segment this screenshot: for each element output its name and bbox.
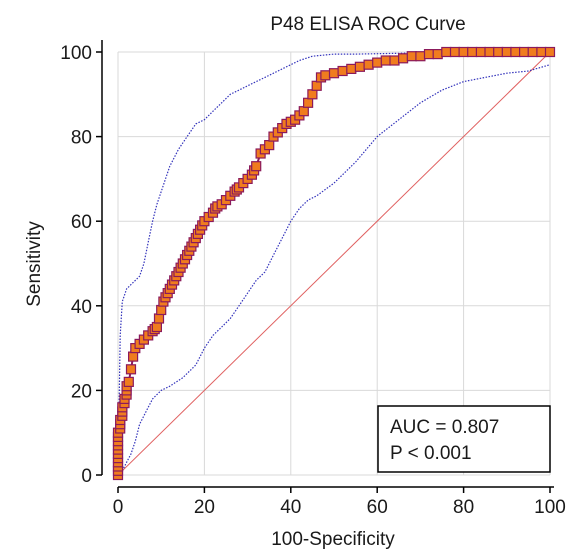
roc-point xyxy=(467,46,478,58)
roc-point xyxy=(415,51,426,62)
roc-point xyxy=(544,46,556,58)
auc-text: AUC = 0.807 xyxy=(390,417,499,438)
roc-point xyxy=(484,46,495,58)
roc-point xyxy=(458,46,469,58)
roc-point xyxy=(406,51,417,62)
y-tick-label: 100 xyxy=(60,43,92,64)
reference-diagonal-line xyxy=(117,51,551,476)
roc-point xyxy=(311,80,322,91)
roc-point xyxy=(363,59,374,70)
x-tick-label: 60 xyxy=(367,497,388,518)
x-tick-label: 20 xyxy=(194,497,215,518)
roc-point xyxy=(156,304,167,316)
y-tick-label: 40 xyxy=(71,297,92,318)
x-tick-label: 80 xyxy=(453,497,474,518)
roc-point xyxy=(423,48,435,60)
chart-title: P48 ELISA ROC Curve xyxy=(270,14,465,35)
tick-labels: 0 20 40 60 80 100 0 20 40 60 80 100 xyxy=(60,43,566,518)
roc-point xyxy=(307,89,318,100)
roc-point xyxy=(527,46,538,58)
y-tick-label: 80 xyxy=(71,128,92,149)
roc-point xyxy=(128,351,139,362)
roc-point xyxy=(303,97,314,108)
roc-point xyxy=(153,313,165,324)
roc-point xyxy=(372,57,383,68)
roc-point xyxy=(151,321,162,333)
x-axis-label: 100-Specificity xyxy=(271,529,395,550)
roc-point xyxy=(298,106,309,117)
x-tick-label: 100 xyxy=(534,497,566,518)
roc-point xyxy=(441,46,452,58)
y-tick-label: 20 xyxy=(71,381,92,402)
roc-point xyxy=(320,70,331,81)
y-tick-label: 60 xyxy=(71,212,92,233)
y-axis-label: Sensitivity xyxy=(24,221,45,307)
annotation-frame xyxy=(377,405,551,473)
roc-point xyxy=(125,364,137,375)
roc-point xyxy=(380,55,391,66)
roc-point xyxy=(501,46,512,58)
roc-point xyxy=(251,161,262,172)
x-tick-label: 40 xyxy=(280,497,301,518)
auc-annotation-box: AUC = 0.807 P < 0.001 xyxy=(377,405,551,473)
roc-point xyxy=(536,46,547,58)
roc-curve xyxy=(112,46,556,481)
roc-point xyxy=(510,46,521,58)
roc-point xyxy=(337,65,348,77)
roc-point xyxy=(354,61,365,72)
roc-point xyxy=(518,46,530,58)
roc-point xyxy=(123,376,134,387)
roc-point xyxy=(432,48,443,60)
x-tick-label: 0 xyxy=(113,497,124,518)
roc-point xyxy=(493,46,504,58)
roc-point xyxy=(346,63,357,75)
y-tick-label: 0 xyxy=(81,466,92,487)
roc-point xyxy=(398,53,409,64)
p-value-text: P < 0.001 xyxy=(390,443,472,464)
ci-lower-line xyxy=(117,64,551,476)
roc-point xyxy=(389,55,400,66)
confidence-band xyxy=(117,51,551,476)
axes xyxy=(96,40,554,493)
roc-point xyxy=(475,46,486,58)
roc-point xyxy=(328,68,340,79)
reference-line-group xyxy=(117,51,551,476)
roc-point xyxy=(264,140,275,151)
roc-point xyxy=(449,46,461,58)
